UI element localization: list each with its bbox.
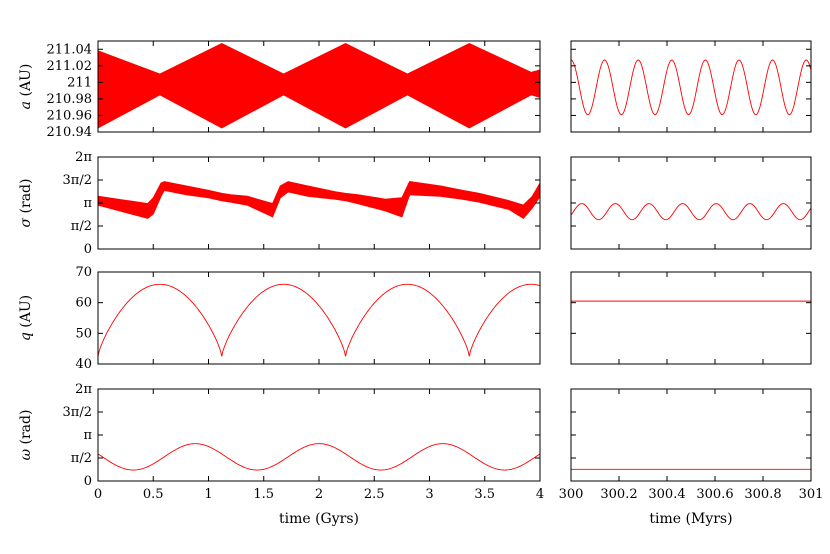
- y-axis-label: q (AU): [18, 295, 34, 341]
- panel-omega-long: 2π 3π/2 π π/2 00 0.5 1 1.5 2 2.5 3 3.5 4 time (Gyrs) ω…: [18, 382, 544, 527]
- panel-sigma-short: [570, 156, 812, 250]
- y-tick-label: 211.02: [47, 59, 93, 74]
- y-axis-unit: (rad): [18, 179, 34, 218]
- y-tick-label: 211: [67, 75, 92, 90]
- y-tick-label: 3π/2: [63, 173, 92, 188]
- plot-area-omega-long: [98, 443, 540, 471]
- plot-area-q-long: [98, 283, 540, 357]
- y-axis-symbol: a: [18, 101, 34, 109]
- y-axis-unit: (AU): [18, 295, 34, 332]
- y-tick-label: π/2: [71, 219, 92, 234]
- x-tick-label: 0.5: [143, 487, 164, 502]
- x-tick-label: 1.5: [253, 487, 274, 502]
- y-axis-symbol: σ: [18, 217, 34, 227]
- panel-sigma-long: 2π 3π/2 π π/2 0 σ (rad): [18, 150, 541, 257]
- y-tick-label: π: [83, 196, 92, 211]
- y-tick-label: 210.96: [47, 108, 93, 123]
- x-tick-label: 300.6: [696, 487, 733, 502]
- plot-area-sigma-long: [98, 181, 540, 219]
- y-tick-label: 50: [75, 326, 92, 341]
- axis-frame-omega-long: [97, 388, 541, 482]
- x-tick-label: 300.4: [648, 487, 685, 502]
- x-tick-label: 300: [559, 487, 584, 502]
- panel-q-short: [570, 271, 812, 365]
- series-line-a-short: [571, 59, 811, 116]
- y-axis-symbol: ω: [18, 448, 34, 460]
- axis-frame-q-long: [97, 271, 541, 365]
- x-tick-label: 300.2: [600, 487, 637, 502]
- y-axis-label: a (AU): [18, 64, 34, 110]
- y-tick-label: 211.04: [47, 42, 93, 57]
- axis-frame-omega-short: [570, 388, 812, 482]
- panel-q-long: 70 60 50 40 q (AU): [18, 265, 541, 372]
- y-axis-symbol: q: [18, 332, 34, 341]
- x-axis-label: time (Gyrs): [279, 511, 359, 527]
- y-tick-label: 60: [75, 296, 92, 311]
- y-axis-unit: (AU): [18, 64, 34, 101]
- axis-frame-sigma-short: [570, 156, 812, 250]
- x-axis-label: time (Myrs): [649, 511, 732, 527]
- x-tick-label: 2: [315, 487, 323, 502]
- axis-frame-sigma-long: [97, 156, 541, 250]
- series-band-a-long: [98, 42, 540, 129]
- y-tick-label: 0: [84, 242, 92, 257]
- series-line-q-long: [98, 283, 540, 357]
- axis-frame-a-short: [570, 40, 812, 133]
- y-tick-label: π: [83, 428, 92, 443]
- y-tick-label: 40: [75, 357, 92, 372]
- y-tick-label: 2π: [75, 150, 92, 165]
- series-line-omega-long: [98, 443, 540, 471]
- series-band-sigma-long: [98, 181, 540, 219]
- x-tick-label: 1: [204, 487, 212, 502]
- plot-area-a-short: [571, 59, 811, 116]
- axis-frame-q-short: [570, 271, 812, 365]
- panel-a-short: [570, 40, 812, 133]
- y-tick-label: 210.98: [47, 92, 93, 107]
- y-tick-label: π/2: [71, 451, 92, 466]
- x-tick-label: 3.5: [474, 487, 495, 502]
- y-tick-label: 3π/2: [63, 405, 92, 420]
- x-tick-label: 4: [536, 487, 544, 502]
- y-tick-label: 0: [84, 474, 92, 489]
- y-axis-label: σ (rad): [18, 179, 34, 228]
- x-tick-label: 0: [94, 487, 102, 502]
- series-line-sigma-short: [571, 203, 811, 221]
- y-axis-unit: (rad): [18, 410, 34, 449]
- x-tick-label: 2.5: [364, 487, 385, 502]
- x-tick-label: 300.8: [744, 487, 781, 502]
- y-axis-label: ω (rad): [18, 410, 34, 461]
- y-tick-label: 70: [75, 265, 92, 280]
- panel-omega-short: 300 300.2 300.4 300.6 300.8 301 time (Myrs): [559, 388, 824, 527]
- plot-area-a-long: [98, 42, 540, 129]
- x-tick-label: 301: [799, 487, 824, 502]
- y-tick-label: 210.94: [47, 125, 93, 140]
- x-tick-label: 3: [425, 487, 433, 502]
- y-tick-label: 2π: [75, 382, 92, 397]
- plot-area-sigma-short: [571, 203, 811, 221]
